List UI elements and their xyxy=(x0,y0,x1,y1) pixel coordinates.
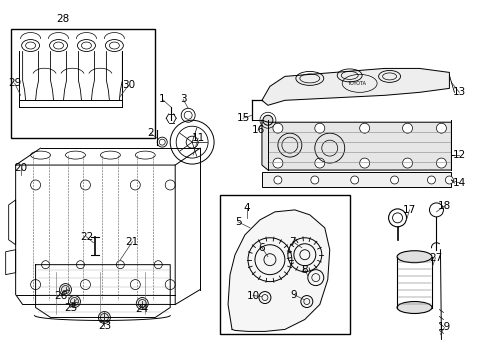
Circle shape xyxy=(390,176,398,184)
Circle shape xyxy=(427,176,435,184)
Text: 7: 7 xyxy=(289,237,296,247)
Polygon shape xyxy=(262,68,448,105)
Text: 28: 28 xyxy=(56,14,69,24)
Text: 4: 4 xyxy=(243,203,250,213)
Bar xyxy=(220,195,349,334)
Text: 5: 5 xyxy=(234,217,241,227)
Text: 21: 21 xyxy=(125,237,139,247)
Circle shape xyxy=(436,123,446,133)
Text: 12: 12 xyxy=(452,150,465,160)
Circle shape xyxy=(136,298,148,310)
Circle shape xyxy=(445,176,452,184)
Text: 16: 16 xyxy=(251,125,264,135)
Text: 10: 10 xyxy=(246,291,259,301)
Circle shape xyxy=(436,158,446,168)
Circle shape xyxy=(402,123,412,133)
Circle shape xyxy=(272,158,283,168)
Text: TOYOTA: TOYOTA xyxy=(346,81,366,86)
Text: 15: 15 xyxy=(236,113,249,123)
Circle shape xyxy=(350,176,358,184)
Circle shape xyxy=(272,123,283,133)
Circle shape xyxy=(314,123,324,133)
Text: 29: 29 xyxy=(8,78,21,88)
Text: 24: 24 xyxy=(135,303,149,314)
Text: 14: 14 xyxy=(452,178,465,188)
Text: 18: 18 xyxy=(437,201,450,211)
Circle shape xyxy=(273,176,281,184)
Text: 11: 11 xyxy=(191,133,204,143)
Text: 3: 3 xyxy=(180,94,186,104)
Text: 17: 17 xyxy=(402,205,415,215)
Text: 25: 25 xyxy=(64,302,77,312)
Text: 20: 20 xyxy=(14,163,27,173)
Text: 8: 8 xyxy=(301,265,307,275)
Text: 30: 30 xyxy=(122,80,135,90)
Circle shape xyxy=(314,158,324,168)
Bar xyxy=(262,172,450,187)
Circle shape xyxy=(359,123,369,133)
Text: 1: 1 xyxy=(159,94,165,104)
Text: 2: 2 xyxy=(147,128,153,138)
Text: 26: 26 xyxy=(54,291,67,301)
Circle shape xyxy=(68,296,81,307)
Circle shape xyxy=(98,311,110,323)
Polygon shape xyxy=(227,210,329,332)
Ellipse shape xyxy=(396,251,431,263)
Ellipse shape xyxy=(396,302,431,314)
Text: 22: 22 xyxy=(80,232,93,242)
Text: 27: 27 xyxy=(428,253,441,263)
Circle shape xyxy=(263,115,272,125)
Text: 13: 13 xyxy=(452,87,465,97)
Circle shape xyxy=(60,284,71,296)
Text: 9: 9 xyxy=(290,289,297,300)
Circle shape xyxy=(359,158,369,168)
Polygon shape xyxy=(262,120,450,170)
Text: 19: 19 xyxy=(437,323,450,332)
Text: 23: 23 xyxy=(98,321,111,332)
Circle shape xyxy=(310,176,318,184)
Circle shape xyxy=(402,158,412,168)
Bar xyxy=(11,28,155,138)
Text: 6: 6 xyxy=(258,243,264,253)
